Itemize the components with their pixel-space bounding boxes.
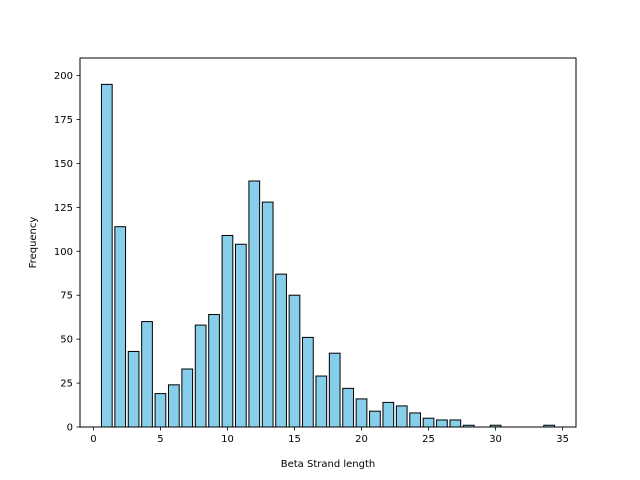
y-tick-label: 125 [54,203,73,214]
bar-24 [409,412,421,428]
y-tick-label: 150 [54,159,73,170]
bar-9 [208,314,220,428]
bar-18 [328,352,341,428]
x-tick-label: 10 [221,434,234,445]
bar-14 [275,273,287,428]
y-tick-label: 25 [60,379,73,390]
x-tick-label: 35 [556,434,569,445]
x-tick-label: 30 [489,434,502,445]
bar-13 [261,201,274,428]
bar-27 [449,419,462,428]
y-tick-label: 175 [54,115,73,126]
bar-22 [382,401,395,428]
x-tick-label: 25 [422,434,435,445]
x-tick-label: 5 [157,434,163,445]
y-axis: 0 25 50 75 100 125 150 175 200 [54,71,80,434]
bar-10 [221,234,234,428]
bar-17 [315,375,328,428]
bar-5 [154,393,167,428]
bar-11 [235,243,247,428]
y-tick-label: 75 [60,291,73,302]
y-axis-label: Frequency [28,217,39,269]
bar-25 [422,417,435,428]
bar-20 [355,398,368,428]
bar-19 [342,387,354,428]
bar-series [100,83,556,428]
x-tick-label: 0 [90,434,96,445]
bar-12 [248,180,261,428]
bar-8 [194,324,207,428]
bar-26 [436,419,448,428]
x-tick-label: 20 [355,434,368,445]
bar-15 [288,294,301,428]
x-tick-label: 15 [288,434,301,445]
bar-3 [127,350,140,428]
y-tick-label: 100 [54,247,73,258]
bar-16 [302,336,314,428]
bar-1 [100,83,113,428]
bar-6 [167,384,180,428]
x-axis: 0 5 10 15 20 25 30 35 [90,427,569,445]
bar-21 [369,410,381,428]
bar-7 [181,368,194,428]
y-tick-label: 200 [54,71,73,82]
bar-4 [141,321,153,428]
y-tick-label: 50 [60,335,73,346]
bar-23 [395,405,408,428]
plot-frame [79,57,577,428]
bar-2 [114,226,127,428]
y-tick-label: 0 [67,423,73,434]
x-axis-label: Beta Strand length [281,459,376,470]
